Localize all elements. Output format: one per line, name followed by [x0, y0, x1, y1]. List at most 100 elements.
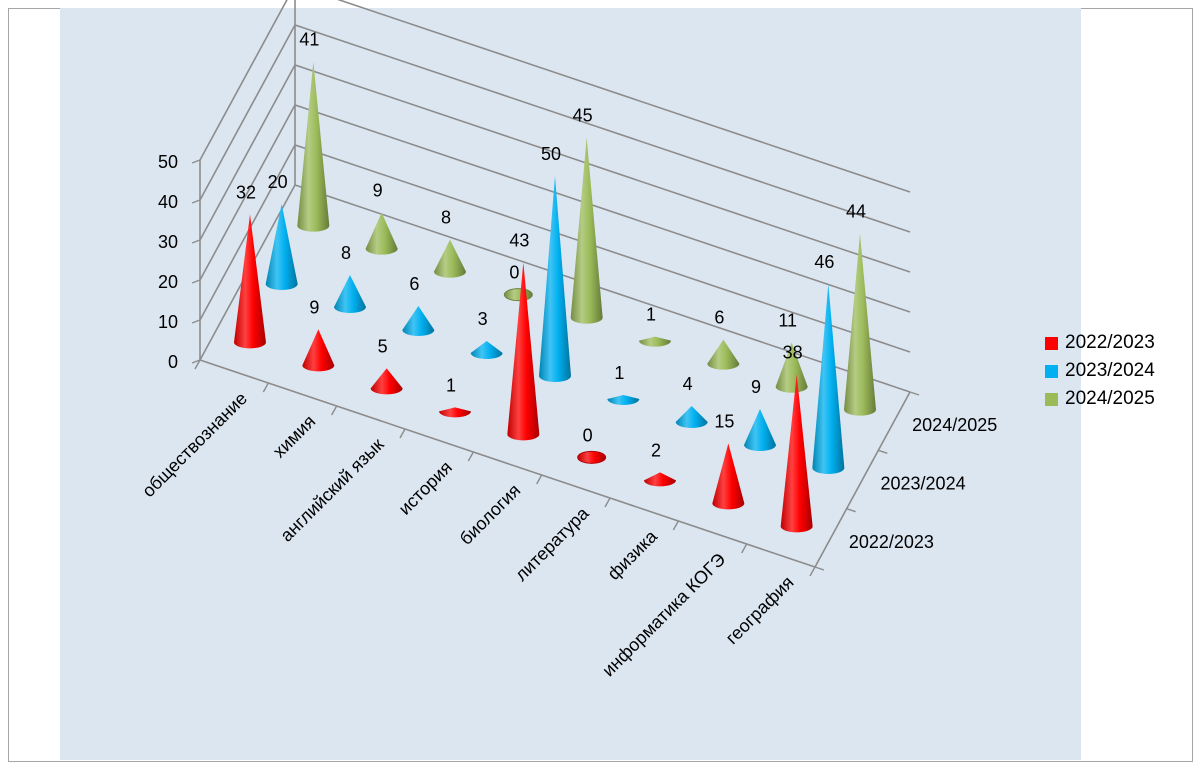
category-label: биология: [456, 480, 525, 549]
cone: [707, 339, 740, 370]
data-label: 2: [651, 440, 661, 460]
cone-body: [265, 204, 298, 290]
x-tick: [809, 566, 816, 577]
cone-body: [297, 61, 330, 232]
y-axis-ticks: 0 10 20 30 40 50: [158, 152, 201, 372]
cone: [712, 443, 745, 510]
data-labels: 41 9 8 0 45 1 6 11 44 20 8 6 3 50 1 4 9 46 32 9 5 1 43 0 2 15 38: [236, 30, 866, 461]
depth-tick: [846, 508, 856, 513]
y-tick-label: 40: [158, 192, 178, 212]
cone: [334, 275, 366, 313]
cone-body: [707, 339, 740, 370]
y-tick-label: 10: [158, 312, 178, 332]
cone: [775, 342, 808, 393]
cone: [365, 212, 398, 255]
data-label: 20: [268, 172, 288, 192]
cone-body: [675, 406, 708, 428]
y-tick: [191, 319, 201, 324]
cone: [507, 262, 540, 441]
y-tick: [191, 279, 201, 284]
depth-label: 2022/2023: [849, 532, 934, 552]
data-label: 15: [714, 411, 734, 431]
data-label: 45: [573, 106, 593, 126]
x-tick: [604, 497, 611, 508]
cone-body: [302, 329, 335, 372]
legend-label: 2022/2023: [1065, 332, 1155, 353]
data-label: 50: [541, 144, 561, 164]
category-label: обществознание: [138, 388, 251, 501]
cone: [639, 336, 671, 347]
data-label: 6: [409, 274, 419, 294]
cone: [434, 239, 466, 278]
y-tick-label: 20: [158, 272, 178, 292]
cone: [812, 284, 845, 474]
data-label: 1: [646, 305, 656, 325]
gridline: [199, 0, 911, 193]
cone: [675, 406, 708, 428]
cone: [302, 329, 335, 372]
cone-base: [577, 450, 607, 464]
category-label: география: [722, 572, 798, 648]
legend-swatch: [1045, 392, 1058, 406]
data-label: 32: [236, 182, 256, 202]
depth-label: 2023/2024: [881, 474, 966, 494]
data-label: 38: [783, 342, 803, 362]
cone-body: [812, 284, 845, 474]
cone-body: [334, 275, 366, 313]
legend-swatch: [1045, 336, 1058, 350]
depth-tick: [909, 391, 920, 396]
cone: [265, 204, 298, 290]
cone: [297, 61, 330, 232]
data-label: 43: [509, 230, 529, 250]
gridlines: [199, 0, 911, 393]
data-label: 1: [446, 375, 456, 395]
category-label: химия: [269, 411, 319, 461]
x-tick: [672, 520, 679, 531]
plot-area: [60, 8, 1081, 760]
cone: [503, 288, 533, 302]
cone: [470, 341, 503, 359]
cone-body: [775, 342, 808, 393]
cone: [539, 176, 571, 382]
x-tick: [262, 382, 269, 393]
legend-item: 2022/2023: [1045, 330, 1155, 356]
data-label: 9: [309, 297, 319, 317]
depth-tick: [878, 449, 888, 454]
category-label: история: [395, 457, 456, 518]
data-label: 41: [299, 30, 319, 50]
legend-item: 2024/2025: [1045, 386, 1155, 412]
data-label: 8: [441, 208, 451, 228]
cone-body: [470, 341, 503, 359]
cones: [234, 61, 876, 533]
legend-label: 2024/2025: [1065, 388, 1155, 409]
category-label: физика: [603, 525, 661, 583]
cone: [570, 137, 603, 324]
y-tick-label: 0: [168, 352, 178, 372]
cone-body: [370, 368, 403, 395]
legend-swatch: [1045, 364, 1058, 378]
y-tick: [191, 199, 201, 204]
cone: [402, 306, 435, 336]
category-label: литература: [511, 502, 593, 584]
cone-body: [570, 137, 603, 324]
cone-body: [712, 443, 745, 510]
x-tick: [467, 451, 474, 462]
cone-body: [780, 374, 813, 533]
legend-item: 2023/2024: [1045, 358, 1155, 384]
data-label: 0: [583, 425, 593, 445]
x-tick: [331, 405, 338, 416]
data-label: 0: [509, 263, 519, 283]
legend: 2022/2023 2023/2024 2024/2025: [1045, 330, 1155, 414]
cone-body: [507, 262, 540, 441]
cone-body: [844, 233, 876, 416]
cone: [744, 409, 776, 451]
cone: [439, 407, 471, 418]
y-tick: [191, 159, 201, 164]
data-label: 3: [478, 309, 488, 329]
cone-body: [539, 176, 571, 382]
cone: [370, 368, 403, 395]
cone-body: [434, 239, 466, 278]
x-tick: [741, 543, 748, 554]
